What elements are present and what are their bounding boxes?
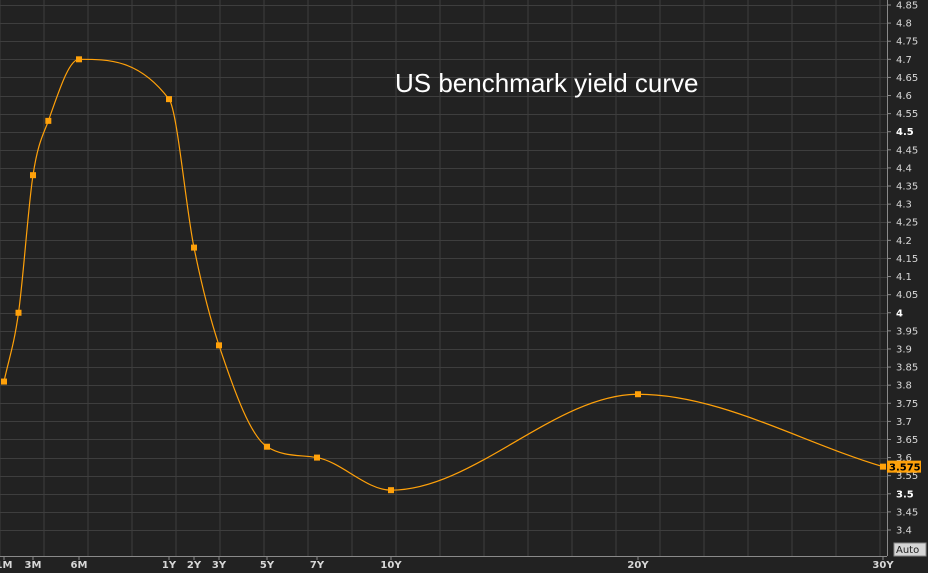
y-tick-label: 3.9 bbox=[896, 344, 912, 355]
data-point-marker bbox=[191, 244, 197, 251]
data-point-marker bbox=[388, 487, 394, 494]
y-tick-label: 4.75 bbox=[896, 37, 918, 48]
y-tick-label: 4.6 bbox=[896, 91, 912, 102]
x-tick-label: 6M bbox=[71, 560, 88, 571]
y-tick-label: 4.35 bbox=[896, 182, 918, 193]
x-tick-label: 30Y bbox=[872, 560, 894, 571]
x-tick-label: 3M bbox=[25, 560, 42, 571]
last-value-tag: 3.575 bbox=[887, 460, 921, 474]
x-tick-label: 5Y bbox=[260, 560, 275, 571]
y-tick-label: 4.15 bbox=[896, 254, 918, 265]
data-point-marker bbox=[76, 56, 82, 63]
last-value-label: 3.575 bbox=[889, 463, 921, 474]
y-tick-label: 4 bbox=[896, 308, 903, 319]
data-point-marker bbox=[880, 463, 886, 470]
y-tick-label: 4.1 bbox=[896, 272, 912, 283]
y-tick-label: 4.5 bbox=[896, 127, 914, 138]
y-tick-label: 3.65 bbox=[896, 435, 918, 446]
y-tick-label: 3.5 bbox=[896, 489, 914, 500]
y-tick-label: 3.8 bbox=[896, 381, 912, 392]
data-point-marker bbox=[264, 443, 270, 450]
chart-title: US benchmark yield curve bbox=[395, 68, 698, 98]
y-axis-ticks: 3.4 3.45 3.5 3.55 3.6 3.65 3.7 3.75 3.8 3.85 3.9 3.… bbox=[887, 1, 918, 537]
y-tick-label: 3.4 bbox=[896, 526, 912, 537]
y-tick-label: 3.95 bbox=[896, 326, 918, 337]
x-tick-label: 1M bbox=[0, 560, 12, 571]
x-tick-label: 1Y bbox=[162, 560, 177, 571]
y-tick-label: 4.55 bbox=[896, 109, 918, 120]
y-tick-label: 4.65 bbox=[896, 73, 918, 84]
y-tick-label: 4.45 bbox=[896, 145, 918, 156]
y-tick-label: 3.85 bbox=[896, 363, 918, 374]
y-tick-label: 4.85 bbox=[896, 1, 918, 12]
y-tick-label: 4.7 bbox=[896, 55, 912, 66]
x-tick-label: 3Y bbox=[212, 560, 227, 571]
last-value-box bbox=[887, 460, 921, 473]
y-tick-label: 3.55 bbox=[896, 471, 918, 482]
x-tick-label: 10Y bbox=[380, 560, 402, 571]
auto-scale-button-box[interactable] bbox=[893, 542, 927, 557]
y-tick-label: 4.4 bbox=[896, 163, 912, 174]
x-tick-label: 2Y bbox=[187, 560, 202, 571]
y-tick-label: 4.05 bbox=[896, 290, 918, 301]
data-point-marker bbox=[314, 454, 320, 461]
auto-scale-label[interactable]: Auto bbox=[896, 545, 919, 556]
auto-scale-button[interactable]: Auto bbox=[893, 542, 927, 557]
data-point-marker bbox=[15, 309, 22, 316]
yield-curve-line bbox=[3, 58, 884, 491]
data-point-marker bbox=[216, 342, 222, 349]
data-point-marker bbox=[45, 117, 52, 124]
data-point-marker bbox=[30, 172, 36, 179]
y-tick-label: 4.25 bbox=[896, 218, 918, 229]
y-tick-label: 4.8 bbox=[896, 19, 912, 30]
y-tick-label: 4.3 bbox=[896, 200, 912, 211]
y-tick-label: 3.6 bbox=[896, 453, 912, 464]
data-point-marker bbox=[166, 96, 172, 103]
y-tick-label: 3.45 bbox=[896, 507, 918, 518]
data-point-marker bbox=[1, 378, 7, 385]
data-point-marker bbox=[635, 391, 641, 398]
x-tick-label: 20Y bbox=[627, 560, 649, 571]
data-point-markers bbox=[1, 56, 886, 494]
y-tick-label: 4.2 bbox=[896, 236, 912, 247]
chart-grid bbox=[0, 0, 887, 556]
x-tick-label: 7Y bbox=[310, 560, 325, 571]
y-tick-label: 3.7 bbox=[896, 417, 912, 428]
x-axis-ticks: 1M 3M 6M 1Y 2Y 3Y 5Y 7Y 10Y 20Y 30Y bbox=[0, 556, 894, 571]
y-tick-label: 3.75 bbox=[896, 399, 918, 410]
